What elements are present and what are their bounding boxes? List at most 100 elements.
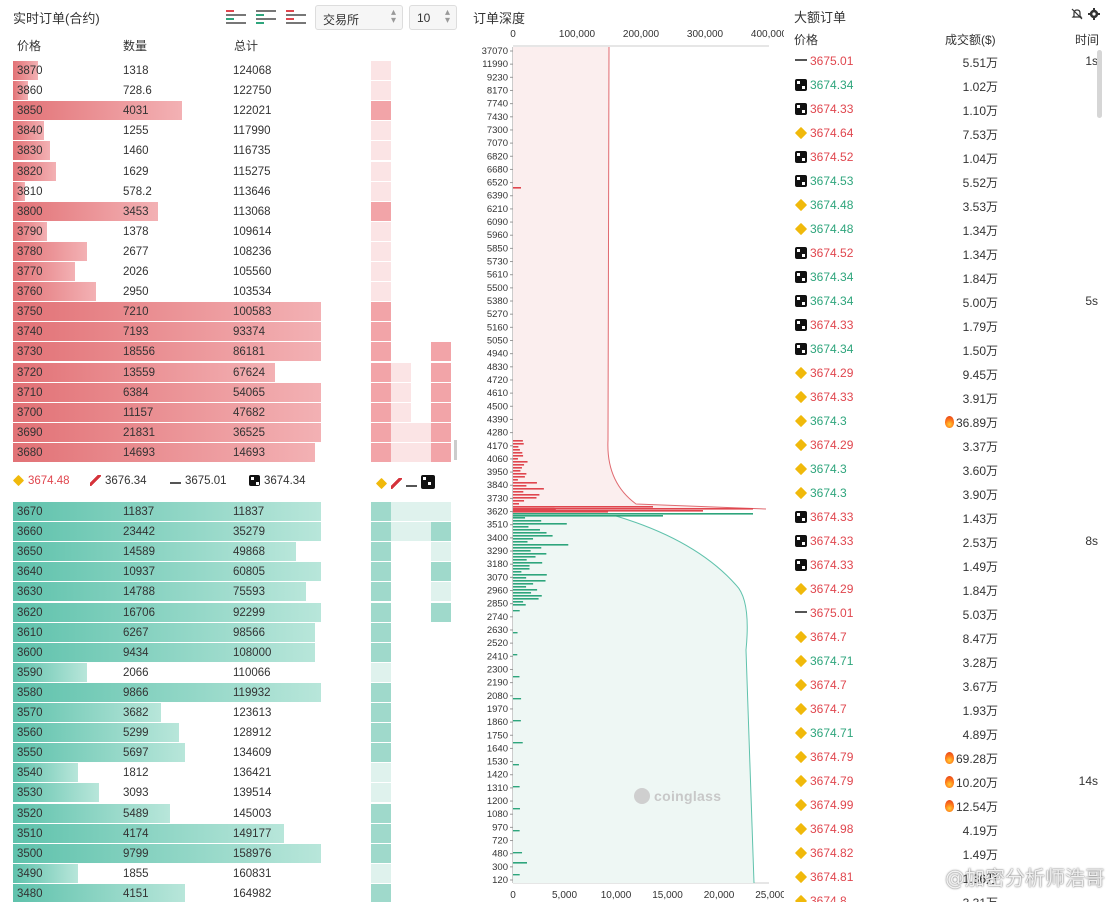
large-order-row[interactable]: 3675.01 5.51万 1s — [785, 49, 1105, 73]
ask-total: 117990 — [233, 125, 271, 138]
both-sides-view-icon[interactable] — [226, 9, 246, 25]
fire-icon — [944, 800, 954, 812]
large-order-row[interactable]: 3674.53 5.52万 — [785, 169, 1105, 193]
ask-row[interactable]: 3690 21831 36525 — [13, 422, 458, 443]
large-order-row[interactable]: 3674.33 1.10万 — [785, 97, 1105, 121]
ask-row[interactable]: 3820 1629 115275 — [13, 161, 458, 182]
ask-row[interactable]: 3810 578.2 113646 — [13, 181, 458, 202]
large-order-row[interactable]: 3674.8 3.31万 — [785, 889, 1105, 902]
bid-volume-bar — [13, 743, 186, 763]
mid-price-binance[interactable]: 3674.48 — [12, 474, 70, 487]
large-order-row[interactable]: 3674.52 1.34万 — [785, 241, 1105, 265]
ask-row[interactable]: 3710 6384 54065 — [13, 382, 458, 403]
ask-row[interactable]: 3700 11157 47682 — [13, 402, 458, 423]
ask-row[interactable]: 3870 1318 124068 — [13, 61, 458, 81]
mute-bell-icon[interactable] — [1071, 8, 1083, 20]
bid-row[interactable]: 3540 1812 136421 — [13, 763, 458, 783]
bid-row[interactable]: 3580 9866 119932 — [13, 682, 458, 703]
ask-row[interactable]: 3800 3453 113068 — [13, 201, 458, 222]
large-order-row[interactable]: 3674.33 1.79万 — [785, 313, 1105, 337]
mid-price-bybit[interactable]: 3676.34 — [90, 475, 147, 487]
mid-price-okx[interactable]: 3674.34 — [249, 475, 306, 487]
large-order-row[interactable]: 3674.34 1.02万 — [785, 73, 1105, 97]
bid-row[interactable]: 3630 14788 75593 — [13, 582, 458, 602]
large-order-row[interactable]: 3674.48 1.34万 — [785, 217, 1105, 241]
ask-row[interactable]: 3750 7210 100583 — [13, 302, 458, 322]
ask-row[interactable]: 3860 728.6 122750 — [13, 81, 458, 101]
large-order-row[interactable]: 3674.33 1.43万 — [785, 505, 1105, 529]
mid-price-bitget[interactable]: 3675.01 — [170, 475, 227, 487]
large-order-row[interactable]: 3674.33 1.49万 — [785, 553, 1105, 577]
bid-row[interactable]: 3530 3093 139514 — [13, 783, 458, 803]
large-order-row[interactable]: 3674.33 2.53万 8s — [785, 529, 1105, 553]
large-order-row[interactable]: 3674.48 3.53万 — [785, 193, 1105, 217]
asks-only-view-icon[interactable] — [286, 9, 306, 25]
coinglass-watermark: coinglass — [634, 788, 721, 804]
large-order-row[interactable]: 3674.33 3.91万 — [785, 385, 1105, 409]
bid-row[interactable]: 3660 23442 35279 — [13, 522, 458, 542]
bid-row[interactable]: 3520 5489 145003 — [13, 803, 458, 824]
large-order-row[interactable]: 3674.7 1.93万 — [785, 697, 1105, 721]
large-order-row[interactable]: 3674.3 3.90万 — [785, 481, 1105, 505]
bid-row[interactable]: 3650 14589 49868 — [13, 542, 458, 562]
ask-row[interactable]: 3740 7193 93374 — [13, 322, 458, 342]
ask-row[interactable]: 3780 2677 108236 — [13, 241, 458, 262]
large-order-row[interactable]: 3674.7 3.67万 — [785, 673, 1105, 697]
bids-only-view-icon[interactable] — [256, 9, 276, 25]
large-order-row[interactable]: 3674.7 8.47万 — [785, 625, 1105, 649]
large-order-row[interactable]: 3674.79 10.20万 14s — [785, 769, 1105, 793]
bid-row[interactable]: 3500 9799 158976 — [13, 843, 458, 864]
ask-qty: 2950 — [123, 286, 149, 299]
ask-row[interactable]: 3840 1255 117990 — [13, 121, 458, 141]
large-order-row[interactable]: 3674.71 4.89万 — [785, 721, 1105, 745]
ask-row[interactable]: 3730 18556 86181 — [13, 342, 458, 362]
large-order-row[interactable]: 3674.34 1.50万 — [785, 337, 1105, 361]
large-order-row[interactable]: 3675.01 5.03万 — [785, 601, 1105, 625]
col-header-price: 价格 — [17, 39, 42, 53]
large-order-row[interactable]: 3674.82 1.49万 — [785, 841, 1105, 865]
scrollbar[interactable] — [1097, 50, 1102, 118]
ask-row[interactable]: 3680 14693 14693 — [13, 442, 458, 463]
exchange-select[interactable]: 交易所 ▴ ▾ — [315, 5, 403, 30]
bid-row[interactable]: 3570 3682 123613 — [13, 703, 458, 723]
large-order-row[interactable]: 3674.99 12.54万 — [785, 793, 1105, 817]
bid-row[interactable]: 3640 10937 60805 — [13, 562, 458, 582]
gear-icon[interactable] — [1088, 8, 1100, 20]
ask-row[interactable]: 3770 2026 105560 — [13, 262, 458, 282]
scroll-thumb[interactable] — [454, 440, 457, 460]
bid-row[interactable]: 3600 9434 108000 — [13, 642, 458, 663]
large-order-row[interactable]: 3674.34 5.00万 5s — [785, 289, 1105, 313]
bid-row[interactable]: 3480 4151 164982 — [13, 883, 458, 902]
large-order-row[interactable]: 3674.71 3.28万 — [785, 649, 1105, 673]
large-order-row[interactable]: 3674.3 36.89万 — [785, 409, 1105, 433]
ask-row[interactable]: 3850 4031 122021 — [13, 101, 458, 121]
large-order-row[interactable]: 3674.29 1.84万 — [785, 577, 1105, 601]
large-order-row[interactable]: 3674.98 4.19万 — [785, 817, 1105, 841]
large-order-row[interactable]: 3674.29 9.45万 — [785, 361, 1105, 385]
depth-level-select[interactable]: 10 ▴ ▾ — [409, 5, 457, 30]
ask-row[interactable]: 3720 13559 67624 — [13, 362, 458, 383]
y-axis-tick-label: 6390 — [487, 191, 508, 202]
y-axis-tick-label: 2300 — [487, 664, 508, 675]
large-order-row[interactable]: 3674.81 1.36万 — [785, 865, 1105, 889]
large-order-row[interactable]: 3674.64 7.53万 — [785, 121, 1105, 145]
large-order-row[interactable]: 3674.3 3.60万 — [785, 457, 1105, 481]
large-order-row[interactable]: 3674.34 1.84万 — [785, 265, 1105, 289]
bid-row[interactable]: 3610 6267 98566 — [13, 622, 458, 643]
bid-row[interactable]: 3590 2066 110066 — [13, 662, 458, 683]
bid-row[interactable]: 3670 11837 11837 — [13, 502, 458, 522]
large-order-row[interactable]: 3674.79 69.28万 — [785, 745, 1105, 769]
large-order-row[interactable]: 3674.29 3.37万 — [785, 433, 1105, 457]
large-order-row[interactable]: 3674.52 1.04万 — [785, 145, 1105, 169]
bid-row[interactable]: 3550 5697 134609 — [13, 743, 458, 763]
ask-row[interactable]: 3790 1378 109614 — [13, 221, 458, 242]
ask-row[interactable]: 3760 2950 103534 — [13, 282, 458, 302]
bid-row[interactable]: 3620 16706 92299 — [13, 602, 458, 623]
large-order-amount: 2.53万 — [962, 536, 998, 550]
exchange-depth-cell — [371, 602, 391, 622]
ask-row[interactable]: 3830 1460 116735 — [13, 141, 458, 161]
bid-row[interactable]: 3490 1855 160831 — [13, 863, 458, 884]
bid-row[interactable]: 3510 4174 149177 — [13, 823, 458, 844]
bid-row[interactable]: 3560 5299 128912 — [13, 723, 458, 743]
binance-icon — [12, 474, 25, 487]
